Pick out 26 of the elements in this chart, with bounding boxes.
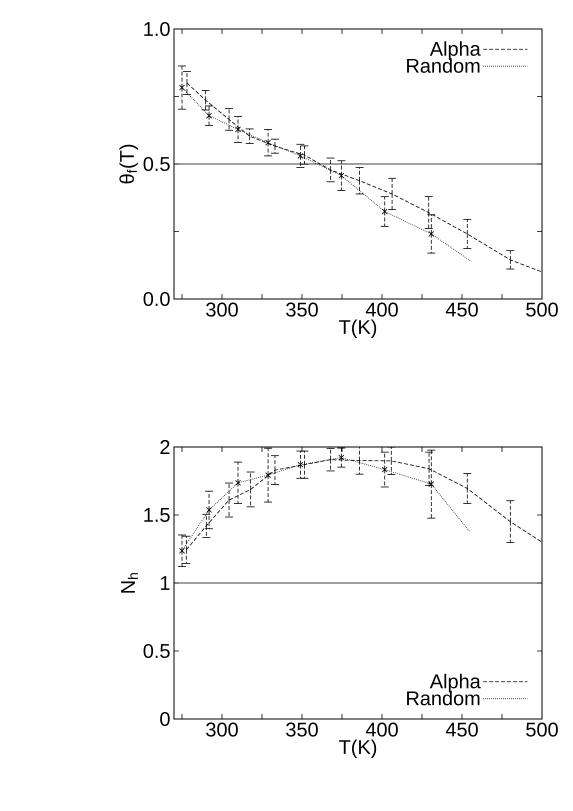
x-tick-label: 450 <box>446 722 478 737</box>
x-axis-title: T(K) <box>339 319 376 338</box>
x-tick-label: 500 <box>526 722 558 737</box>
y-tick-label: 2 <box>160 440 170 454</box>
y-tick-label: 1 <box>160 576 170 590</box>
x-tick-label: 350 <box>286 722 318 737</box>
legend-label: Random <box>407 690 480 706</box>
x-tick-label: 300 <box>206 722 238 737</box>
x-tick-label: 350 <box>286 302 318 317</box>
y-tick-label: 1.5 <box>144 508 170 522</box>
y-tick-label: 0.0 <box>144 292 170 306</box>
x-tick-label: 300 <box>206 302 238 317</box>
x-tick-label: 500 <box>526 302 558 317</box>
y-tick-label: 0.5 <box>144 156 170 172</box>
y-tick-label: 0 <box>160 712 170 726</box>
x-tick-label: 400 <box>366 722 398 737</box>
y-tick-label: 0.5 <box>144 644 170 658</box>
x-axis-title: T(K) <box>339 739 376 758</box>
x-tick-label: 450 <box>446 302 478 317</box>
legend-label: Alpha <box>430 41 481 60</box>
y-axis-title: N$_{h}$ <box>121 573 138 593</box>
legend-label: Alpha <box>430 674 481 692</box>
y-tick-label: 1.0 <box>144 22 170 36</box>
y-axis-title: θ$_{f}$(T) <box>119 144 138 184</box>
x-tick-label: 400 <box>366 302 398 317</box>
legend-label: Random <box>407 58 480 73</box>
